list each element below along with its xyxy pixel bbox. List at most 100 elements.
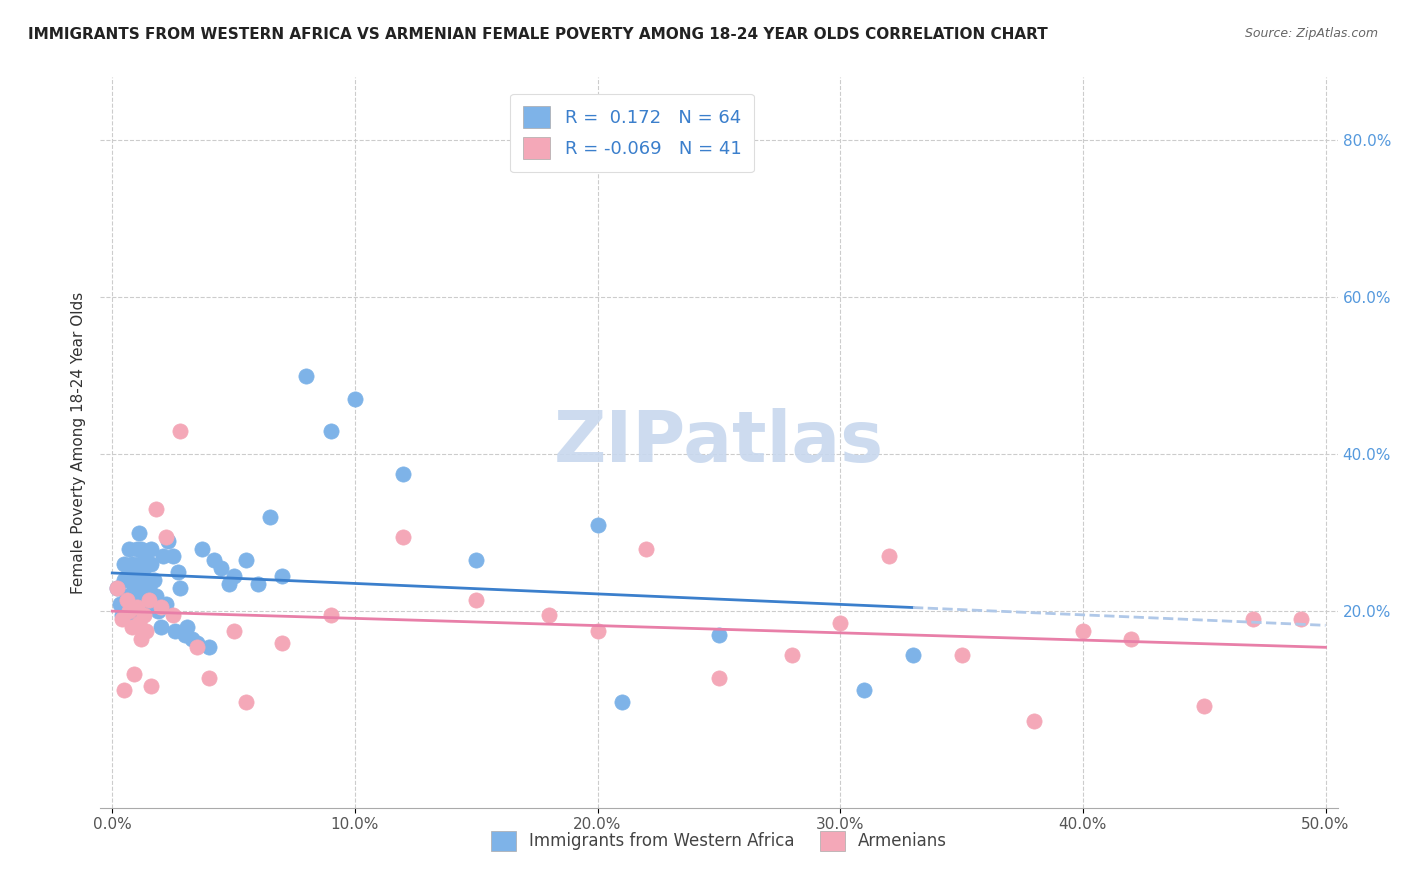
Point [135, 584, 157, 599]
Point [165, 624, 187, 638]
Point [118, 597, 141, 611]
Point [112, 558, 135, 572]
Point [271, 636, 294, 650]
Point [131, 569, 153, 583]
Point [1289, 612, 1312, 626]
Point [877, 549, 900, 564]
Point [295, 368, 318, 383]
Text: Source: ZipAtlas.com: Source: ZipAtlas.com [1244, 27, 1378, 40]
Point [169, 581, 191, 595]
Y-axis label: Female Poverty Among 18-24 Year Olds: Female Poverty Among 18-24 Year Olds [72, 292, 86, 594]
Point [111, 612, 134, 626]
Point [112, 573, 135, 587]
Point [235, 553, 257, 567]
Point [181, 632, 204, 646]
Point [392, 530, 415, 544]
Point [235, 695, 257, 709]
Point [149, 620, 172, 634]
Point [191, 541, 214, 556]
Point [162, 608, 184, 623]
Point [157, 533, 180, 548]
Point [707, 628, 730, 642]
Point [138, 597, 160, 611]
Point [343, 392, 366, 407]
Point [125, 600, 148, 615]
Point [586, 624, 609, 638]
Point [122, 597, 145, 611]
Point [222, 569, 245, 583]
Point [198, 671, 221, 685]
Point [780, 648, 803, 662]
Point [259, 510, 281, 524]
Point [319, 424, 342, 438]
Point [211, 561, 233, 575]
Point [142, 573, 165, 587]
Point [105, 581, 128, 595]
Point [148, 604, 170, 618]
Point [901, 648, 924, 662]
Point [138, 581, 160, 595]
Point [145, 589, 167, 603]
Point [121, 612, 143, 626]
Text: IMMIGRANTS FROM WESTERN AFRICA VS ARMENIAN FEMALE POVERTY AMONG 18-24 YEAR OLDS : IMMIGRANTS FROM WESTERN AFRICA VS ARMENI… [28, 27, 1047, 42]
Point [105, 581, 128, 595]
Point [186, 640, 208, 654]
Point [1024, 714, 1046, 729]
Point [319, 608, 342, 623]
Point [155, 597, 177, 611]
Point [155, 530, 177, 544]
Point [139, 558, 162, 572]
Point [139, 541, 162, 556]
Point [586, 518, 609, 533]
Point [1241, 612, 1264, 626]
Point [149, 600, 172, 615]
Point [125, 589, 148, 603]
Point [222, 624, 245, 638]
Point [152, 549, 174, 564]
Point [121, 558, 143, 572]
Point [118, 604, 141, 618]
Point [186, 636, 208, 650]
Point [166, 565, 188, 579]
Point [135, 553, 157, 567]
Point [111, 608, 134, 623]
Point [198, 640, 221, 654]
Point [610, 695, 633, 709]
Point [128, 616, 150, 631]
Point [128, 525, 150, 540]
Text: ZIPatlas: ZIPatlas [554, 408, 884, 477]
Point [202, 553, 225, 567]
Point [537, 608, 560, 623]
Point [128, 558, 150, 572]
Point [853, 682, 876, 697]
Point [132, 608, 155, 623]
Point [131, 541, 153, 556]
Point [1192, 698, 1215, 713]
Point [950, 648, 973, 662]
Point [132, 561, 155, 575]
Point [115, 589, 138, 603]
Point [707, 671, 730, 685]
Point [218, 577, 240, 591]
Point [115, 604, 138, 618]
Point [125, 541, 148, 556]
Point [1121, 632, 1143, 646]
Point [830, 616, 852, 631]
Point [115, 592, 138, 607]
Point [122, 581, 145, 595]
Point [121, 620, 143, 634]
Point [169, 424, 191, 438]
Point [118, 541, 141, 556]
Point [138, 592, 160, 607]
Point [125, 573, 148, 587]
Point [174, 628, 197, 642]
Point [176, 620, 198, 634]
Legend: R =  0.172   N = 64, R = -0.069   N = 41: R = 0.172 N = 64, R = -0.069 N = 41 [510, 94, 754, 172]
Point [139, 679, 162, 693]
Point [122, 667, 145, 681]
Point [271, 569, 294, 583]
Point [131, 632, 153, 646]
Point [132, 577, 155, 591]
Point [108, 597, 131, 611]
Point [112, 682, 135, 697]
